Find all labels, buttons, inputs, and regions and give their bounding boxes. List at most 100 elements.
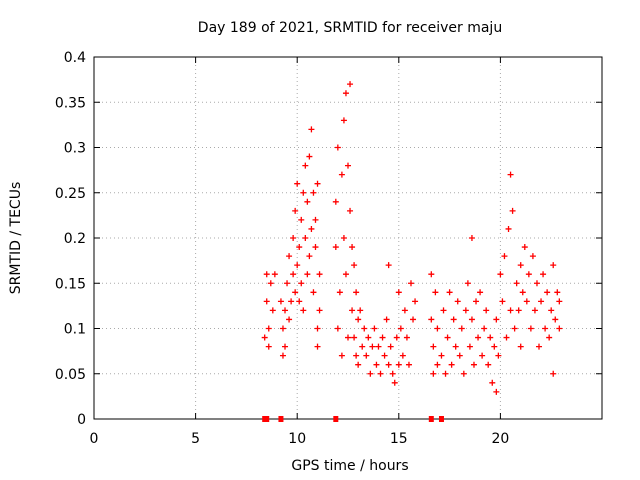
- data-point: [554, 289, 561, 296]
- y-tick-label: 0.15: [55, 276, 86, 292]
- data-point: [430, 343, 437, 350]
- data-point: [473, 298, 480, 305]
- data-point: [340, 117, 347, 124]
- data-point: [263, 298, 270, 305]
- data-point: [450, 316, 457, 323]
- data-point: [351, 334, 358, 341]
- data-point: [499, 298, 506, 305]
- data-point: [306, 253, 313, 260]
- data-point: [509, 207, 516, 214]
- data-point: [475, 334, 482, 341]
- data-point: [371, 325, 378, 332]
- x-tick-label: 0: [90, 431, 99, 447]
- data-point: [550, 370, 557, 377]
- data-point: [369, 343, 376, 350]
- x-tick-label: 5: [191, 431, 200, 447]
- plot-frame: [93, 56, 603, 420]
- data-point: [540, 271, 547, 278]
- data-point: [442, 370, 449, 377]
- data-point: [312, 216, 319, 223]
- data-point: [383, 316, 390, 323]
- data-point: [296, 244, 303, 251]
- data-point: [314, 325, 321, 332]
- data-point: [399, 352, 406, 359]
- data-point: [353, 289, 360, 296]
- y-tick-label: 0.35: [55, 95, 86, 111]
- data-point: [277, 298, 284, 305]
- data-point: [497, 271, 504, 278]
- data-point: [546, 334, 553, 341]
- data-point: [294, 262, 301, 269]
- data-point: [265, 343, 272, 350]
- data-point: [460, 370, 467, 377]
- data-point: [438, 352, 445, 359]
- data-point: [477, 289, 484, 296]
- data-point: [517, 343, 524, 350]
- data-point: [519, 289, 526, 296]
- data-point: [434, 325, 441, 332]
- data-point: [345, 334, 351, 341]
- data-point: [430, 370, 437, 377]
- y-tick-label: 0.1: [64, 322, 86, 338]
- data-point: [493, 388, 500, 395]
- data-point: [513, 280, 520, 287]
- data-point: [332, 244, 339, 251]
- data-point: [363, 352, 370, 359]
- data-point: [334, 144, 341, 151]
- data-point: [511, 325, 518, 332]
- data-point: [387, 343, 394, 350]
- zero-marker: [438, 416, 444, 422]
- data-point: [342, 90, 349, 97]
- data-point: [395, 361, 402, 368]
- data-point: [542, 325, 549, 332]
- zero-marker: [264, 416, 270, 422]
- data-point: [294, 180, 301, 187]
- chart-title: Day 189 of 2021, SRMTID for receiver maj…: [198, 20, 502, 36]
- data-point: [298, 280, 305, 287]
- data-point: [314, 180, 321, 187]
- data-point: [521, 244, 528, 251]
- data-point: [279, 325, 286, 332]
- data-point: [286, 253, 293, 260]
- data-point: [548, 307, 555, 314]
- data-point: [468, 316, 475, 323]
- data-point: [456, 352, 463, 359]
- data-point: [503, 334, 510, 341]
- data-point: [428, 271, 435, 278]
- data-point: [462, 307, 469, 314]
- data-point: [481, 325, 488, 332]
- y-tick-label: 0: [77, 412, 86, 428]
- y-axis-label: SRMTID / TECUs: [8, 182, 24, 295]
- data-point: [538, 298, 545, 305]
- data-point: [379, 334, 386, 341]
- data-point: [525, 271, 532, 278]
- data-point: [556, 325, 563, 332]
- data-point: [373, 361, 380, 368]
- data-point: [485, 361, 492, 368]
- data-point: [288, 298, 295, 305]
- data-point: [393, 334, 400, 341]
- x-axis-label: GPS time / hours: [291, 458, 408, 474]
- data-point: [263, 271, 270, 278]
- data-point: [267, 280, 274, 287]
- data-point: [495, 352, 502, 359]
- data-point: [381, 352, 388, 359]
- data-point: [271, 271, 278, 278]
- zero-markers: [262, 416, 444, 422]
- data-point: [310, 289, 317, 296]
- data-point: [385, 262, 392, 269]
- data-point: [452, 343, 459, 350]
- data-point: [284, 280, 291, 287]
- data-point: [412, 298, 419, 305]
- data-point: [536, 343, 543, 350]
- data-point: [479, 352, 486, 359]
- data-point: [515, 307, 522, 314]
- data-point: [338, 171, 345, 178]
- data-point: [300, 189, 307, 196]
- data-point: [292, 207, 299, 214]
- data-point: [464, 280, 471, 287]
- x-tick-label: 15: [390, 431, 408, 447]
- data-point: [302, 162, 309, 169]
- data-point: [334, 325, 341, 332]
